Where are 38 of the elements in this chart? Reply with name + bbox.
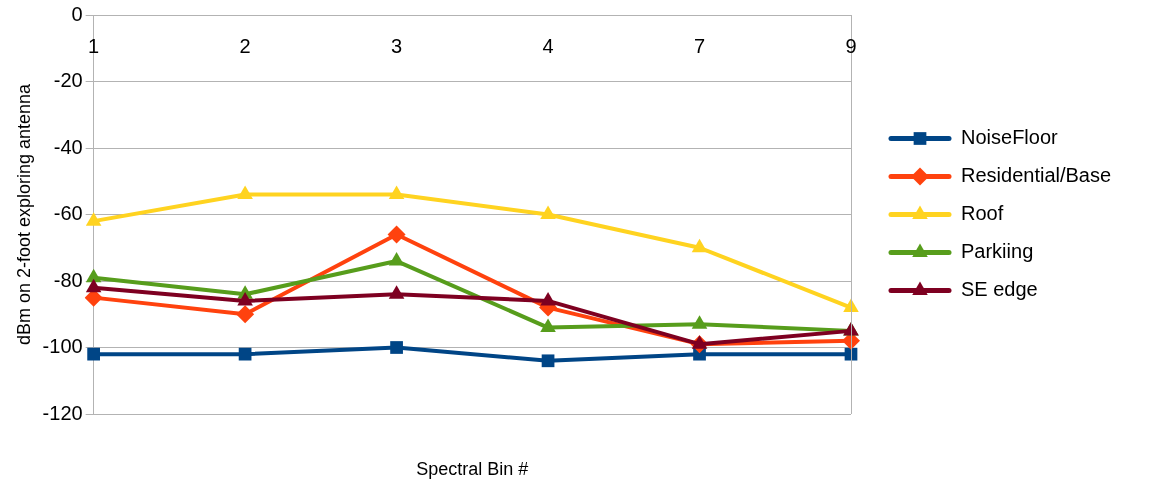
point bbox=[236, 305, 255, 324]
y-tick-label: -100 bbox=[42, 335, 83, 358]
y-tick-label: -40 bbox=[53, 135, 83, 158]
x-tick-label: 4 bbox=[542, 34, 554, 57]
point bbox=[691, 315, 708, 329]
point bbox=[540, 205, 556, 219]
y-tick-label: 0 bbox=[71, 2, 83, 25]
point bbox=[388, 285, 405, 299]
point bbox=[691, 238, 708, 253]
legend-label: SE edge bbox=[961, 278, 1038, 301]
y-axis-title: dBm on 2-foot exploring antenna bbox=[13, 82, 34, 346]
x-tick-label: 9 bbox=[845, 34, 857, 57]
y-tick-label: -80 bbox=[53, 268, 83, 291]
x-tick-label: 2 bbox=[239, 34, 251, 57]
point bbox=[85, 212, 102, 226]
point bbox=[540, 291, 556, 306]
legend-label: NoiseFloor bbox=[961, 126, 1059, 149]
y-tick-label: -120 bbox=[42, 401, 83, 424]
legend-label: Parkiing bbox=[961, 240, 1034, 263]
point bbox=[388, 252, 405, 266]
point bbox=[238, 347, 252, 361]
x-axis-title: Spectral Bin # bbox=[416, 458, 529, 479]
point bbox=[691, 335, 708, 349]
point bbox=[237, 185, 253, 200]
legend-label: Roof bbox=[961, 202, 1004, 225]
x-tick-label: 1 bbox=[88, 34, 100, 57]
point bbox=[388, 185, 405, 200]
point bbox=[237, 291, 253, 306]
legend-label: Residential/Base bbox=[961, 164, 1112, 187]
point bbox=[390, 341, 403, 354]
point bbox=[85, 278, 102, 293]
x-tick-label: 7 bbox=[693, 34, 706, 57]
point bbox=[540, 318, 556, 333]
point bbox=[541, 354, 555, 368]
x-tick-label: 3 bbox=[391, 34, 403, 57]
point bbox=[85, 268, 102, 283]
y-tick-label: -20 bbox=[53, 69, 83, 92]
y-tick-label: -60 bbox=[53, 202, 83, 225]
